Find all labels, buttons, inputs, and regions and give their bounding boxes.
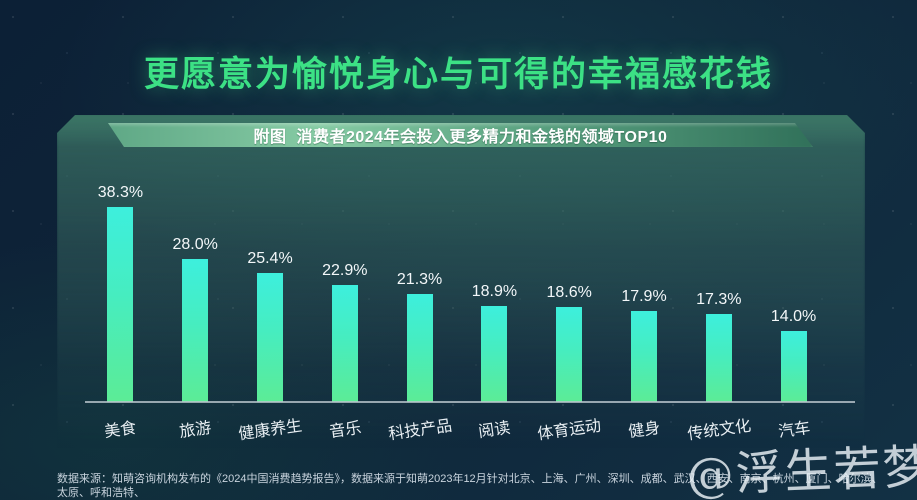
bar-chart: 38.3% 28.0% 25.4% 22.9% 21.3% 18.9% 18.6% 17.9%…: [85, 165, 855, 402]
bar-科技产品: [406, 294, 433, 402]
value-label: 18.6%: [546, 284, 592, 301]
bar-美食: [107, 207, 134, 402]
value-label: 28.0%: [172, 236, 218, 253]
bar-旅游: [182, 259, 209, 402]
bar-汽车: [780, 331, 807, 402]
bar-体育运动: [556, 307, 583, 402]
data-source-line1: 数据来源：知萌咨询机构发布的《2024中国消费趋势报告》，数据来源于知萌2023…: [57, 473, 883, 499]
value-label: 38.3%: [97, 184, 144, 201]
value-label: 18.9%: [471, 283, 518, 300]
x-axis-line: [85, 401, 855, 403]
bar-健康养生: [257, 273, 283, 402]
value-label: 17.9%: [621, 288, 667, 305]
bar-阅读: [481, 306, 508, 402]
value-label: 22.9%: [322, 262, 368, 279]
value-label: 25.4%: [247, 250, 293, 267]
value-label: 14.0%: [770, 308, 817, 325]
value-label: 17.3%: [696, 291, 742, 308]
watermark: @浮生若梦: [683, 427, 917, 500]
figure-caption: 附图 消费者2024年会投入更多精力和金钱的领域TOP10: [253, 129, 668, 146]
value-label: 21.3%: [396, 271, 443, 288]
bar-传统文化: [705, 314, 732, 402]
figure-caption-band: 附图 消费者2024年会投入更多精力和金钱的领域TOP10: [108, 123, 813, 147]
bar-健身: [631, 311, 657, 402]
page-title: 更愿意为愉悦身心与可得的幸福感花钱: [143, 55, 773, 94]
bar-音乐: [331, 285, 358, 402]
data-source-note: 数据来源：知萌咨询机构发布的《2024中国消费趋势报告》，数据来源于知萌2023…: [57, 472, 887, 500]
